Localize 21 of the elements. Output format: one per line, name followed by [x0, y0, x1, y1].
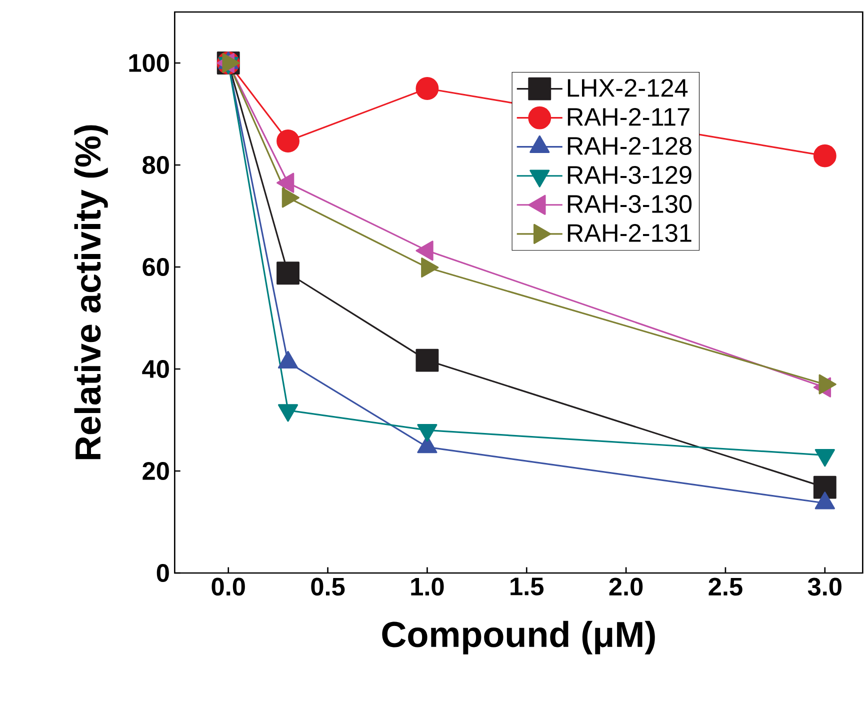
x-tick-label: 1.0: [411, 578, 444, 596]
x-axis-title: Compound (μM): [382, 620, 655, 654]
legend-label: RAH-2-131: [568, 224, 692, 242]
legend-label: RAH-2-117: [568, 108, 690, 126]
legend-label: RAH-3-130: [568, 195, 692, 213]
y-axis-title: Relative activity (%): [74, 125, 108, 460]
x-tick-label: 2.0: [609, 578, 643, 596]
legend-label: RAH-2-128: [568, 136, 692, 155]
y-tick-label: 20: [142, 462, 169, 480]
x-tick-label: 0.0: [212, 578, 245, 596]
x-tick-label: 0.5: [311, 578, 345, 596]
y-tick-label: 100: [129, 54, 169, 72]
legend-label: RAH-3-129: [568, 166, 692, 184]
y-tick-label: 40: [142, 360, 169, 378]
x-tick-label: 1.5: [510, 578, 544, 596]
x-tick-label: 2.5: [708, 578, 742, 596]
y-tick-label: 60: [142, 258, 169, 276]
x-tick-label: 3.0: [808, 578, 842, 596]
legend-label: LHX-2-124: [568, 78, 688, 97]
y-tick-label: 80: [142, 156, 169, 174]
y-tick-label: 0: [156, 564, 169, 582]
